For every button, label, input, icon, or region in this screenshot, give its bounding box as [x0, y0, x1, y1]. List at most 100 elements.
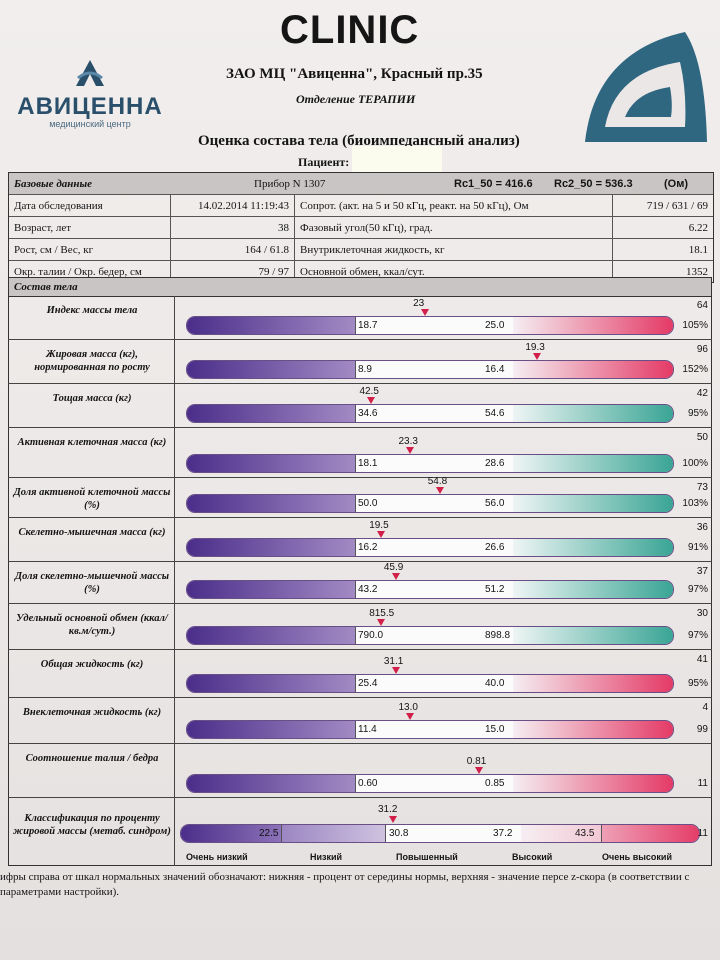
rc1-value: Rc1_50 = 416.6: [454, 177, 533, 190]
brand-subtitle: медицинский центр: [49, 119, 131, 129]
tick-low: 18.1: [358, 458, 378, 469]
segment-low: [187, 581, 355, 598]
row-divider: [174, 296, 175, 339]
table-row: Окр. талии / Окр. бедер, см 79 / 97 Осно…: [9, 261, 713, 282]
metric-label: Общая жидкость (кг): [40, 659, 144, 670]
logo-mark-icon: [76, 60, 104, 86]
row-divider: [174, 340, 175, 383]
metric-bar: 18.7 25.0: [186, 316, 674, 335]
segment-low: [187, 627, 355, 644]
tick-high: 15.0: [485, 724, 505, 735]
metric-bar: 50.0 56.0: [186, 494, 674, 513]
metric-percent: 95%: [687, 678, 708, 689]
metric-value: 815.5: [369, 608, 395, 619]
metric-percent: 99: [696, 724, 708, 735]
clinic-address: ЗАО МЦ "Авиценна", Красный пр.35: [226, 66, 483, 82]
tick-low: 790.0: [358, 630, 384, 641]
cell-label: Возраст, лет: [9, 217, 171, 238]
value-marker-icon: [435, 487, 444, 494]
row-divider: [174, 744, 175, 797]
department: Отделение ТЕРАПИИ: [296, 92, 416, 106]
row-divider: [174, 384, 175, 427]
metric-bar: 25.4 40.0: [186, 674, 674, 693]
category-label: Очень низкий: [186, 852, 248, 862]
tick-label: 37.2: [493, 828, 513, 839]
tick-low: 18.7: [358, 320, 378, 331]
metric-percent: 103%: [682, 498, 708, 509]
metric-value: 23: [413, 298, 425, 309]
metric-row: Активная клеточная масса (кг) 18.1 28.6 23.…: [8, 428, 712, 478]
metric-percent: 91%: [687, 542, 708, 553]
tick-label: 30.8: [389, 828, 409, 839]
metric-value: 19.3: [525, 342, 545, 353]
base-data-table: Базовые данные Прибор N 1307 Rc1_50 = 41…: [8, 172, 714, 283]
metric-score: 73: [696, 482, 708, 493]
classification-bar: 22.5 30.8 37.2 43.5: [180, 824, 700, 843]
row-divider: [174, 798, 175, 866]
tick-low: 50.0: [358, 498, 378, 509]
metric-percent: 97%: [687, 584, 708, 595]
segment-high: [513, 721, 673, 738]
segment-very-low: [181, 825, 281, 842]
tick-high: 26.6: [485, 542, 505, 553]
tick-label: 22.5: [259, 828, 279, 839]
row-divider: [174, 518, 175, 561]
metric-bar: 43.2 51.2: [186, 580, 674, 599]
brand-name: АВИЦЕННА: [17, 93, 163, 120]
classification-row: Классификация по проценту жировой массы …: [8, 798, 712, 866]
tick-low: 0.60: [358, 778, 378, 789]
classification-label: Классификация по проценту жировой массы …: [13, 813, 171, 837]
tick-high: 56.0: [485, 498, 505, 509]
metric-value: 0.81: [466, 756, 487, 767]
metric-label: Скелетно-мышечная масса (кг): [18, 527, 166, 538]
tick-high: 51.2: [485, 584, 505, 595]
metric-percent: 100%: [682, 458, 708, 469]
value-marker-icon: [406, 713, 415, 720]
tick-high: 54.6: [485, 408, 505, 419]
segment-low: [187, 539, 355, 556]
metric-score: 64: [696, 300, 708, 311]
tick-low: 43.2: [358, 584, 378, 595]
segment-high: [521, 825, 601, 842]
metric-score: 96: [696, 344, 708, 355]
value-marker-icon: [377, 531, 386, 538]
value-marker-icon: [533, 353, 542, 360]
metric-percent: 152%: [682, 364, 708, 375]
metric-label: Удельный основной обмен (ккал/кв.м/сут.): [16, 613, 168, 637]
row-divider: [174, 428, 175, 477]
metric-label: Жировая масса (кг), нормированная по рос…: [34, 349, 150, 373]
classification-right-value: 11: [697, 828, 708, 839]
metric-percent: 105%: [682, 320, 708, 331]
metric-bar: 8.9 16.4: [186, 360, 674, 379]
metric-row: Скелетно-мышечная масса (кг) 16.2 26.6 19.5…: [8, 518, 712, 562]
cell-label: Внутриклеточная жидкость, кг: [295, 239, 613, 260]
base-data-header: Базовые данные Прибор N 1307 Rc1_50 = 41…: [9, 173, 713, 195]
tick-label: 43.5: [575, 828, 595, 839]
cell-label: Фазовый угол(50 кГц), град.: [295, 217, 613, 238]
cell-label: Окр. талии / Окр. бедер, см: [9, 261, 171, 282]
row-divider: [174, 562, 175, 603]
metric-percent: 95%: [687, 408, 708, 419]
value-marker-icon: [391, 573, 400, 580]
cell-value: 6.22: [688, 221, 708, 234]
rc2-value: Rc2_50 = 536.3: [554, 177, 633, 190]
metric-row: Внеклеточная жидкость (кг) 11.4 15.0 13.0 4 9…: [8, 698, 712, 744]
clinic-title: CLINIC: [280, 8, 420, 52]
category-label: Высокий: [512, 852, 553, 862]
metric-value: 19.5: [369, 520, 389, 531]
value-marker-icon: [474, 767, 483, 774]
category-label: Очень высокий: [602, 852, 672, 862]
segment-low: [281, 825, 386, 842]
cell-value: 38: [171, 217, 295, 238]
metric-score: 30: [696, 608, 708, 619]
tick-low: 16.2: [358, 542, 378, 553]
segment-high: [513, 317, 673, 334]
tick-low: 34.6: [358, 408, 378, 419]
metric-score: 42: [696, 388, 708, 399]
value-marker-icon: [377, 619, 386, 626]
table-row: Рост, см / Вес, кг 164 / 61.8 Внутриклет…: [9, 239, 713, 261]
cell-value: 18.1: [688, 243, 708, 256]
metric-value: 13.0: [398, 702, 418, 713]
segment-high: [513, 627, 673, 644]
